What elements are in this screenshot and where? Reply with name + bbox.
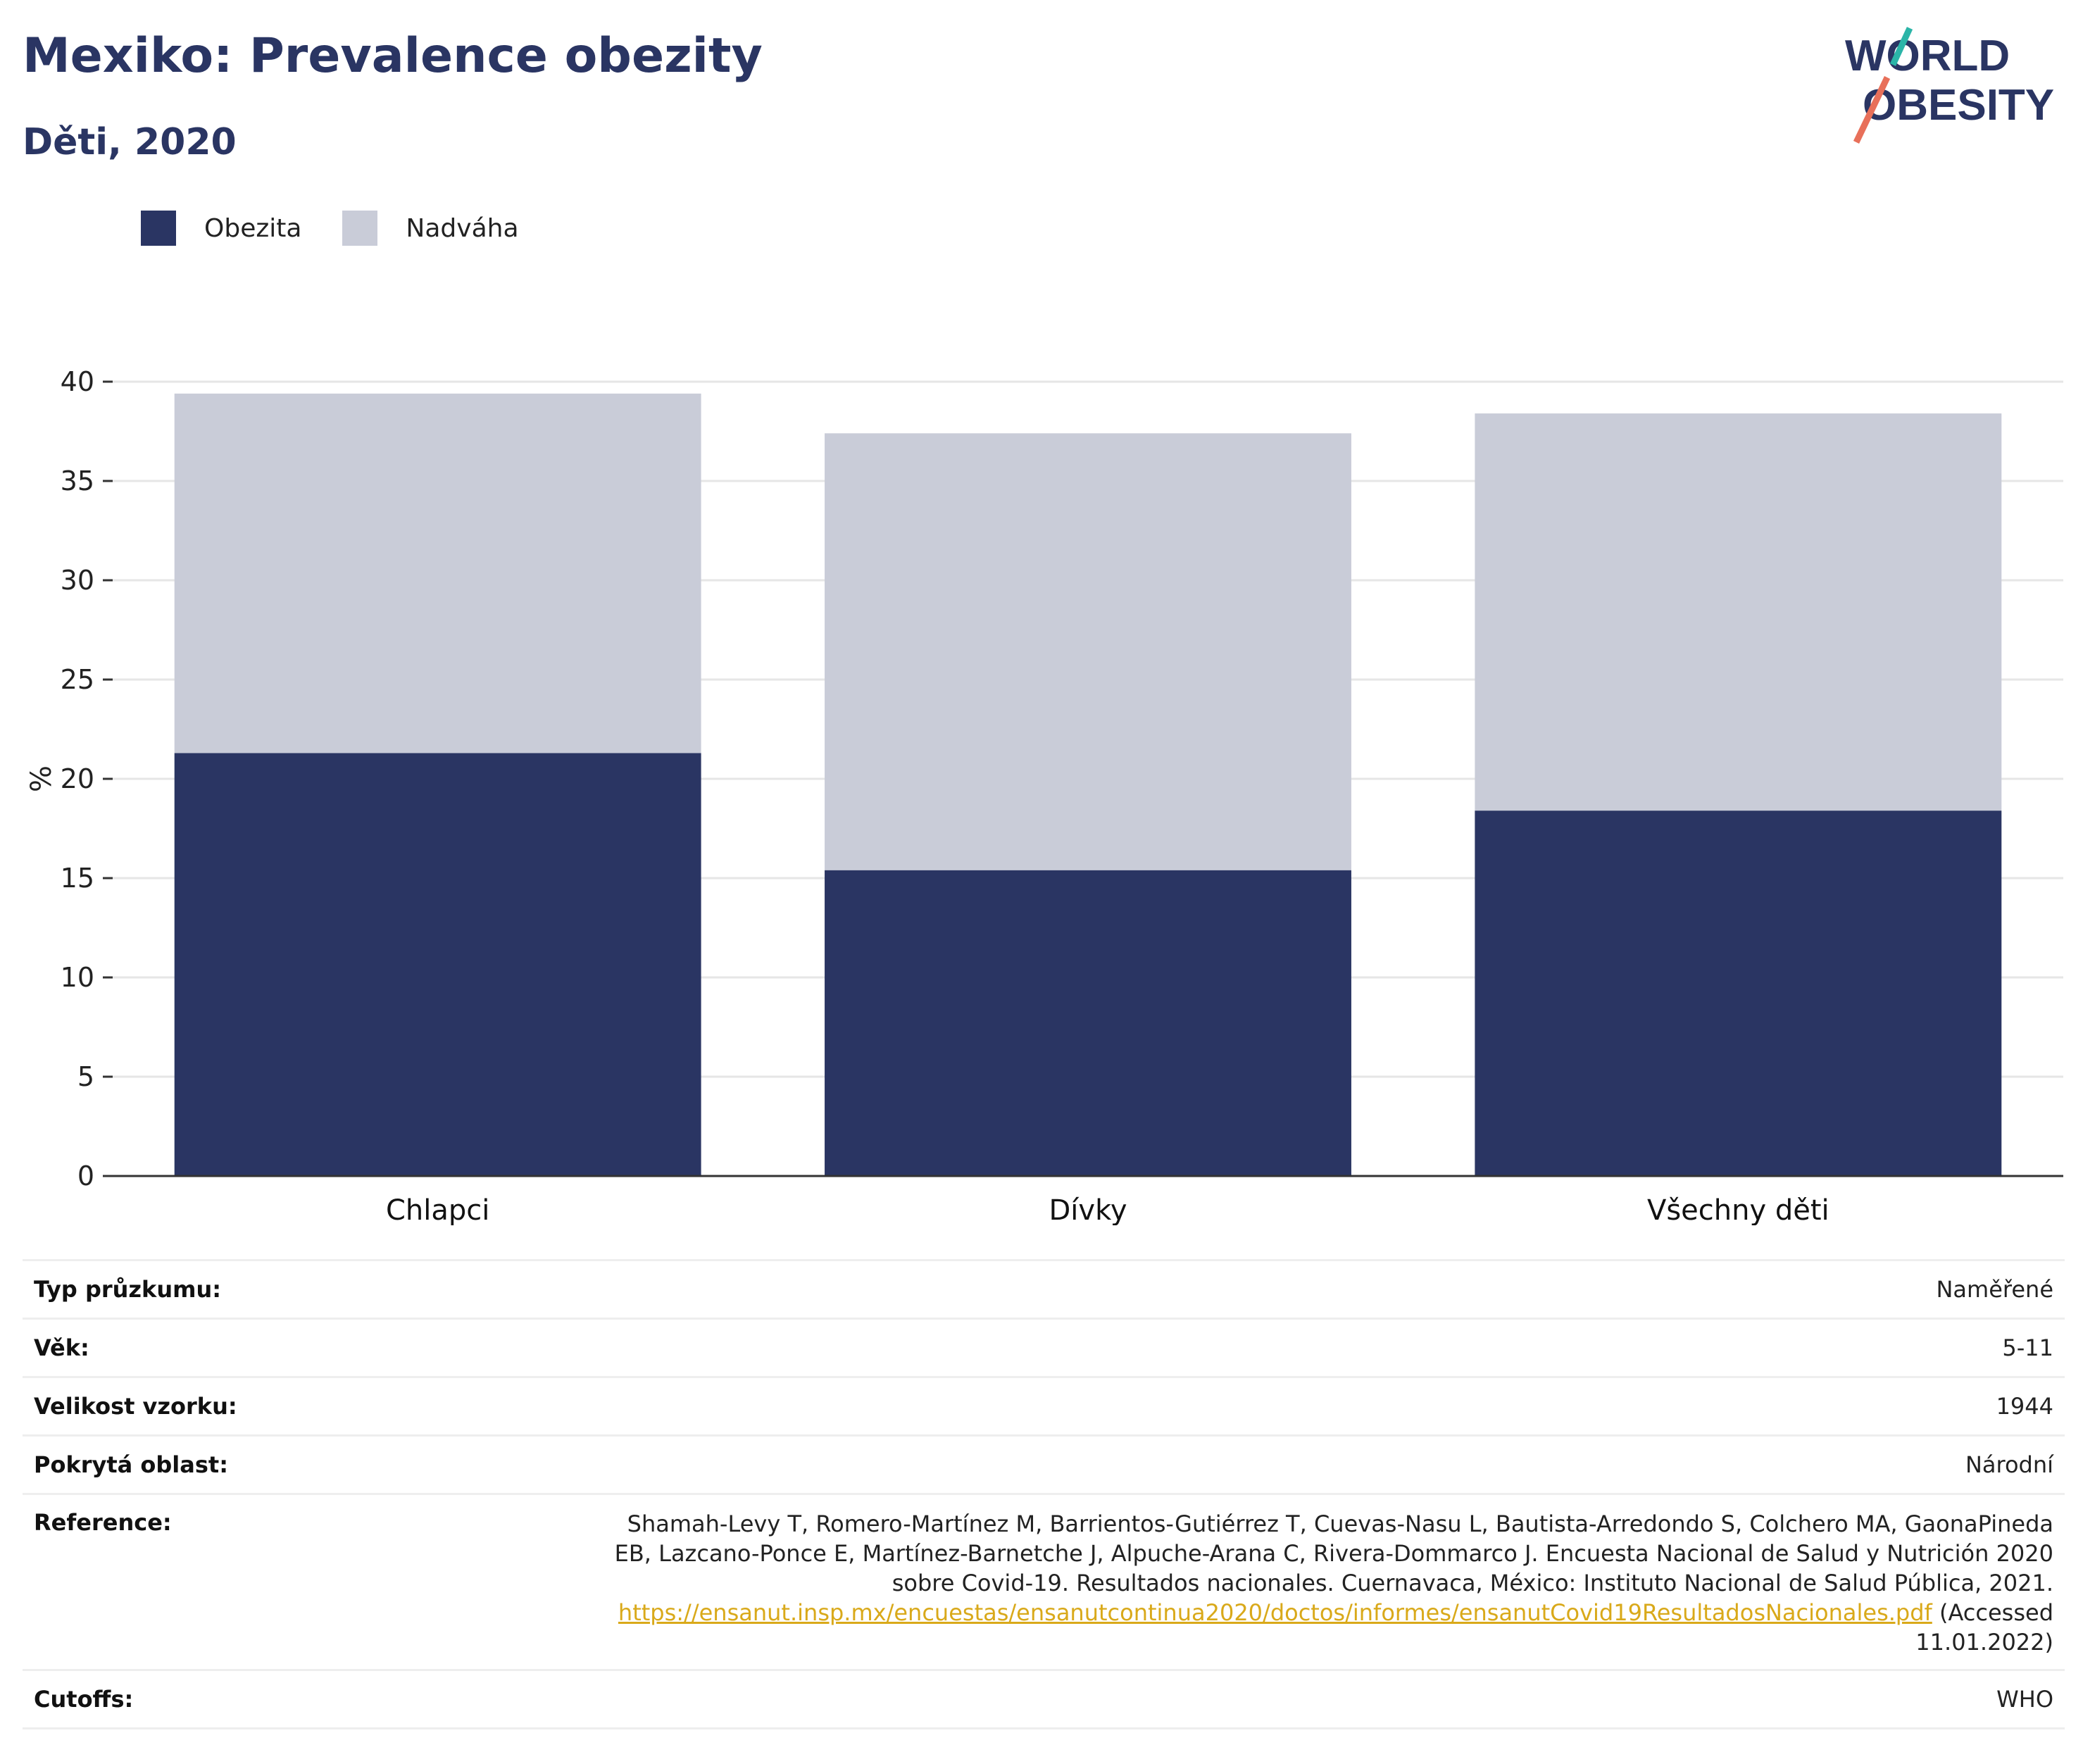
- legend-swatch-obesity: [141, 211, 176, 246]
- x-tick-label: Všechny děti: [1647, 1194, 1829, 1225]
- logo-line1: WORLD: [1845, 32, 2010, 80]
- info-row-survey-type: Typ průzkumu: Naměřené: [23, 1259, 2065, 1318]
- bar-overweight: [1475, 413, 2002, 811]
- y-tick-label: 35: [61, 465, 94, 496]
- info-row-reference: Reference: Shamah-Levy T, Romero-Martíne…: [23, 1493, 2065, 1669]
- x-tick-label: Dívky: [1049, 1194, 1127, 1225]
- legend-swatch-overweight: [342, 211, 378, 246]
- y-tick-label: 25: [61, 664, 94, 695]
- info-row-cutoffs: Cutoffs: WHO: [23, 1669, 2065, 1729]
- info-value: Národní: [1965, 1451, 2053, 1478]
- y-tick-label: 30: [61, 565, 94, 596]
- bar-overweight: [825, 433, 1351, 870]
- reference-link[interactable]: https://ensanut.insp.mx/encuestas/ensanu…: [618, 1599, 1932, 1626]
- legend-item-obesity: Obezita: [141, 211, 301, 246]
- reference-accessed: (Accessed 11.01.2022): [1915, 1599, 2053, 1656]
- bar-chart: 0 5 10 15 20 25 30 35 40% Chlapci Dívky Všechny dět…: [25, 366, 2063, 1225]
- info-value: Naměřené: [1936, 1276, 2053, 1303]
- info-value: 1944: [1996, 1393, 2053, 1420]
- info-label: Věk:: [34, 1334, 89, 1361]
- y-tick-label: 5: [77, 1061, 94, 1092]
- y-tick-label: 40: [61, 366, 94, 397]
- logo-line2: OBESITY: [1863, 81, 2054, 130]
- bar-overweight: [174, 393, 701, 753]
- reference-text: Shamah-Levy T, Romero-Martínez M, Barrie…: [610, 1509, 2053, 1657]
- world-obesity-logo: WORLD OBESITY: [1845, 27, 2054, 144]
- info-row-sample-size: Velikost vzorku: 1944: [23, 1376, 2065, 1434]
- info-table: Typ průzkumu: Naměřené Věk: 5-11 Velikos…: [23, 1259, 2065, 1729]
- bar-obesity: [825, 870, 1351, 1176]
- info-row-area: Pokrytá oblast: Národní: [23, 1434, 2065, 1493]
- info-label: Reference:: [34, 1509, 172, 1536]
- info-label: Cutoffs:: [34, 1686, 134, 1713]
- x-tick-label: Chlapci: [386, 1194, 489, 1225]
- page-subtitle: Děti, 2020: [23, 121, 237, 163]
- info-label: Pokrytá oblast:: [34, 1451, 228, 1478]
- y-axis-label: %: [25, 765, 58, 792]
- chart-legend: Obezita Nadváha: [141, 210, 560, 246]
- page-title: Mexiko: Prevalence obezity: [23, 28, 763, 84]
- info-value: WHO: [1996, 1686, 2053, 1713]
- y-tick-label: 15: [61, 863, 94, 894]
- info-row-age: Věk: 5-11: [23, 1318, 2065, 1376]
- y-tick-label: 10: [61, 962, 94, 993]
- y-tick-label: 20: [61, 763, 94, 794]
- bar-obesity: [1475, 811, 2002, 1176]
- legend-item-overweight: Nadváha: [342, 211, 519, 246]
- reference-citation: Shamah-Levy T, Romero-Martínez M, Barrie…: [614, 1510, 2053, 1596]
- info-label: Typ průzkumu:: [34, 1276, 222, 1303]
- legend-label-overweight: Nadváha: [406, 213, 519, 243]
- info-label: Velikost vzorku:: [34, 1393, 237, 1420]
- info-value: 5-11: [2002, 1334, 2053, 1361]
- y-tick-label: 0: [77, 1161, 94, 1191]
- bar-obesity: [174, 753, 701, 1176]
- legend-label-obesity: Obezita: [204, 213, 302, 243]
